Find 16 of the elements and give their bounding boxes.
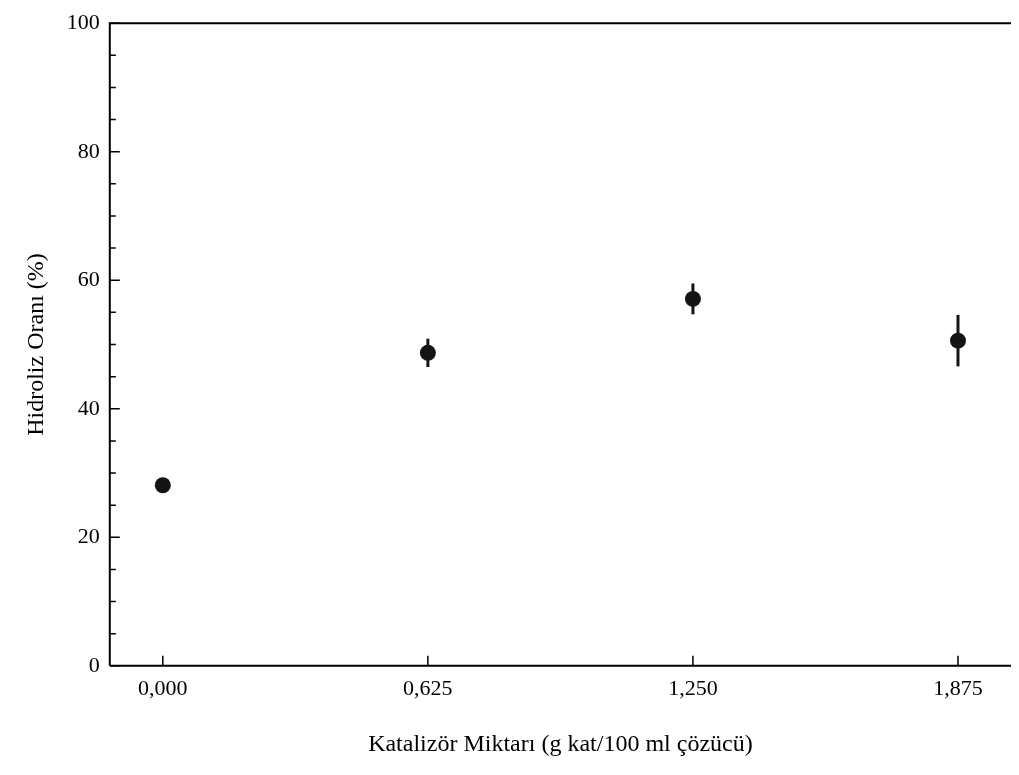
point [419, 344, 436, 361]
point [684, 290, 701, 307]
x-tick-label: 0,625 [403, 674, 453, 700]
x-tick-label: 0,000 [138, 674, 188, 700]
y-tick-label: 60 [77, 266, 100, 292]
y-tick-label: 40 [77, 394, 100, 420]
point [154, 477, 171, 494]
x-axis-title: Katalizör Miktarı (g kat/100 ml çözücü) [368, 729, 753, 756]
y-axis-title: Hidroliz Oranı (%) [21, 253, 48, 436]
y-tick-label: 80 [77, 137, 100, 163]
x-tick-label: 1,875 [933, 674, 983, 700]
point [949, 332, 966, 349]
y-tick-label: 100 [66, 8, 100, 34]
x-tick-label: 1,250 [668, 674, 718, 700]
y-tick-label: 0 [88, 651, 100, 677]
y-tick-label: 20 [77, 523, 100, 549]
